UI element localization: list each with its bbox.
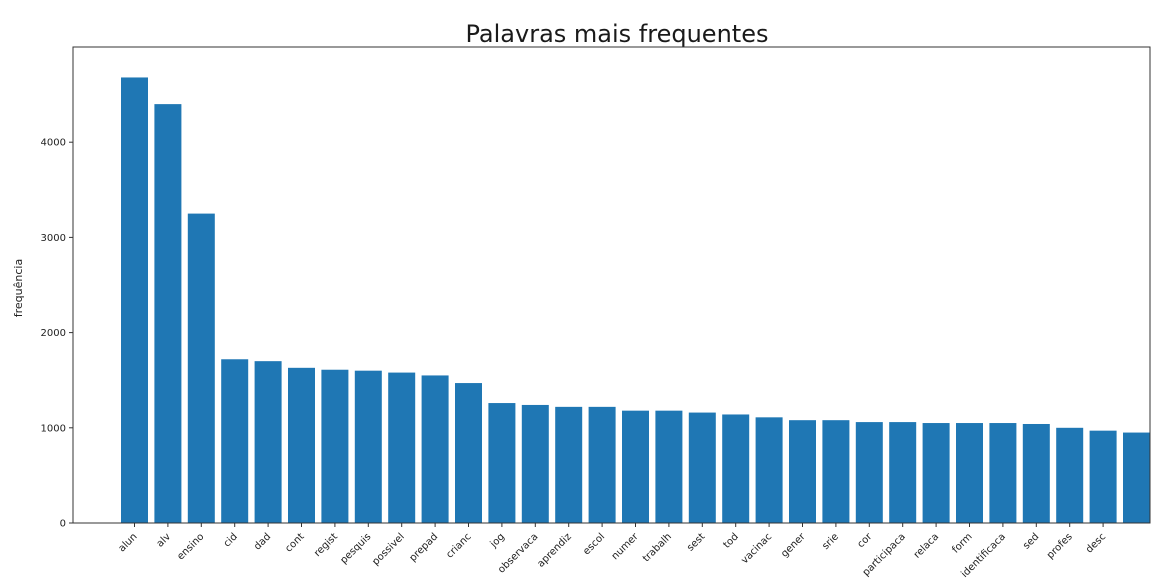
bar [488, 403, 516, 523]
x-tick-label: aprendiz [535, 531, 573, 569]
bar [555, 406, 583, 523]
bar [388, 372, 416, 523]
y-tick-label: 4000 [41, 138, 66, 149]
y-tick-label: 2000 [41, 328, 66, 339]
bar [1089, 430, 1117, 523]
x-tick-label: jog [488, 531, 507, 550]
bar [622, 410, 649, 523]
bar [1123, 432, 1150, 523]
bar [521, 404, 549, 523]
x-tick-label: crianc [444, 531, 473, 560]
bar [254, 361, 282, 523]
x-tick-label: sed [1021, 531, 1041, 551]
bar [956, 423, 983, 523]
bar [722, 414, 750, 523]
bar [1056, 427, 1084, 523]
bar [221, 359, 249, 523]
x-tick-label: gener [779, 531, 808, 560]
x-tick-label: cont [283, 531, 306, 554]
x-tick-label: srie [820, 531, 841, 552]
x-tick-label: sest [685, 531, 707, 553]
x-tick-label: cor [856, 531, 876, 551]
bars-layer [121, 77, 1150, 524]
bar [655, 410, 683, 523]
bar [822, 420, 850, 523]
x-tick-label: profes [1045, 531, 1075, 561]
x-ticks-layer: alun alv ensino cid dad cont registpesquisposs… [117, 523, 1108, 580]
x-tick-label: cid [222, 531, 240, 549]
y-axis-label: frequência [12, 259, 25, 317]
x-tick-label: escol [581, 531, 607, 557]
x-tick-label: alun [117, 531, 140, 554]
x-tick-label: prepad [408, 531, 441, 564]
bar [455, 383, 482, 523]
x-tick-label: tod [721, 531, 740, 550]
x-tick-label: desc [1084, 531, 1108, 555]
bar [321, 369, 349, 523]
bar [989, 423, 1017, 523]
x-tick-label: pesquis [338, 531, 373, 566]
bar [588, 406, 616, 523]
bar [889, 422, 917, 523]
bar [187, 213, 215, 523]
bar [1022, 423, 1050, 523]
x-tick-label: dad [252, 531, 273, 552]
y-tick-label: 3000 [41, 233, 66, 244]
bar [755, 417, 783, 523]
y-tick-label: 0 [60, 519, 66, 530]
x-tick-label: trabalh [641, 531, 674, 564]
bar [922, 423, 950, 523]
chart-title: Palavras mais frequentes [466, 20, 769, 48]
bar [288, 367, 315, 523]
y-ticks-layer: 0 1000 2000 3000 4000 [41, 138, 73, 530]
x-tick-label: vacinac [739, 531, 774, 566]
x-tick-label: form [950, 531, 974, 555]
bar [688, 412, 716, 523]
x-tick-label: possivel [370, 531, 406, 567]
bar [855, 422, 883, 523]
x-tick-label: ensino [175, 531, 206, 562]
bar [354, 370, 382, 523]
plot-frame [72, 46, 1151, 524]
x-tick-label: alv [155, 531, 173, 549]
bar [121, 77, 148, 524]
bar [154, 104, 182, 524]
bar [421, 375, 449, 523]
x-tick-label: regist [312, 531, 340, 559]
x-tick-label: numer [610, 531, 642, 563]
bar [789, 420, 816, 523]
x-tick-label: relaca [912, 531, 941, 560]
y-tick-label: 1000 [41, 423, 66, 434]
